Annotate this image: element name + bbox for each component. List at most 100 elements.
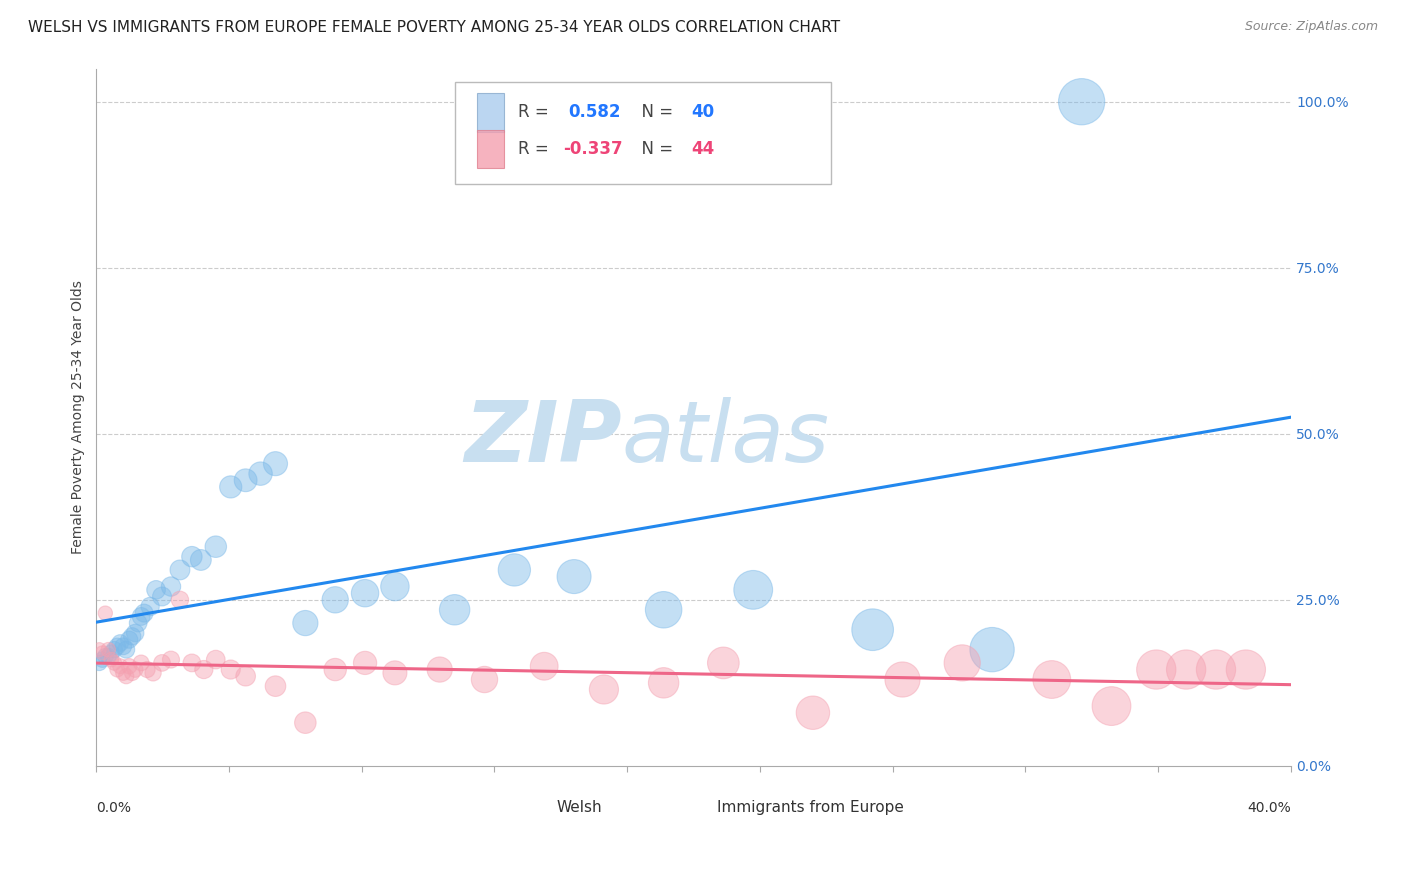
Point: [139, 599, 162, 614]
Point: [115, 642, 138, 657]
Point: [235, 669, 257, 683]
Text: R =: R =: [517, 140, 554, 158]
Text: 0.0%: 0.0%: [97, 801, 131, 814]
Point: [124, 626, 146, 640]
Point: [124, 663, 146, 677]
Point: [103, 656, 125, 670]
Point: [1070, 95, 1092, 109]
Point: [1234, 663, 1257, 677]
Point: [180, 656, 202, 670]
Text: -0.337: -0.337: [564, 140, 623, 158]
Text: N =: N =: [631, 140, 679, 158]
FancyBboxPatch shape: [454, 82, 831, 184]
Point: [180, 549, 202, 564]
Point: [100, 652, 122, 666]
Point: [533, 659, 555, 673]
Point: [110, 636, 132, 650]
Point: [169, 592, 191, 607]
Text: WELSH VS IMMIGRANTS FROM EUROPE FEMALE POVERTY AMONG 25-34 YEAR OLDS CORRELATION: WELSH VS IMMIGRANTS FROM EUROPE FEMALE P…: [28, 20, 841, 35]
Point: [219, 663, 242, 677]
Text: N =: N =: [631, 103, 679, 121]
Point: [129, 656, 152, 670]
Point: [474, 673, 496, 687]
Point: [1101, 699, 1123, 714]
Point: [136, 663, 159, 677]
Point: [384, 665, 406, 680]
Point: [115, 669, 138, 683]
Point: [150, 590, 173, 604]
Point: [354, 586, 377, 600]
Text: Immigrants from Europe: Immigrants from Europe: [717, 800, 904, 815]
FancyBboxPatch shape: [477, 94, 503, 132]
Point: [89, 656, 111, 670]
Point: [294, 616, 316, 631]
Point: [443, 603, 465, 617]
FancyBboxPatch shape: [675, 798, 709, 816]
Point: [112, 665, 135, 680]
Point: [354, 656, 377, 670]
Point: [121, 629, 143, 643]
Point: [264, 457, 287, 471]
Y-axis label: Female Poverty Among 25-34 Year Olds: Female Poverty Among 25-34 Year Olds: [72, 280, 86, 554]
Point: [204, 540, 226, 554]
Point: [160, 652, 183, 666]
Point: [97, 642, 120, 657]
Point: [89, 642, 111, 657]
Point: [94, 649, 117, 664]
Point: [429, 663, 451, 677]
Point: [264, 679, 287, 693]
Text: R =: R =: [517, 103, 560, 121]
Point: [118, 632, 141, 647]
Point: [801, 706, 824, 720]
Point: [249, 467, 271, 481]
Point: [323, 663, 346, 677]
Text: 40: 40: [692, 103, 714, 121]
Point: [742, 582, 765, 597]
Point: [118, 659, 141, 673]
Point: [323, 592, 346, 607]
Point: [190, 553, 212, 567]
Point: [1040, 673, 1063, 687]
Point: [145, 582, 167, 597]
Text: 40.0%: 40.0%: [1247, 801, 1291, 814]
Point: [134, 606, 156, 620]
Point: [1205, 663, 1227, 677]
Point: [235, 473, 257, 487]
FancyBboxPatch shape: [515, 798, 548, 816]
Text: Source: ZipAtlas.com: Source: ZipAtlas.com: [1244, 20, 1378, 33]
Point: [105, 663, 128, 677]
Point: [652, 603, 675, 617]
FancyBboxPatch shape: [477, 129, 503, 168]
Point: [593, 682, 616, 697]
Point: [652, 676, 675, 690]
Point: [294, 715, 316, 730]
Point: [219, 480, 242, 494]
Point: [127, 616, 149, 631]
Point: [105, 640, 128, 654]
Text: atlas: atlas: [621, 397, 830, 480]
Point: [862, 623, 884, 637]
Point: [97, 649, 120, 664]
Text: 0.582: 0.582: [568, 103, 620, 121]
Point: [142, 665, 165, 680]
Point: [129, 609, 152, 624]
Point: [160, 580, 183, 594]
Point: [562, 569, 585, 583]
Point: [193, 663, 215, 677]
Point: [204, 652, 226, 666]
Point: [169, 563, 191, 577]
Point: [384, 580, 406, 594]
Point: [103, 642, 125, 657]
Point: [121, 665, 143, 680]
Text: ZIP: ZIP: [464, 397, 621, 480]
Point: [94, 606, 117, 620]
Point: [950, 656, 973, 670]
Point: [711, 656, 734, 670]
Point: [150, 656, 173, 670]
Point: [981, 642, 1004, 657]
Point: [91, 652, 114, 666]
Point: [91, 646, 114, 660]
Point: [1144, 663, 1167, 677]
Point: [1175, 663, 1198, 677]
Text: Welsh: Welsh: [557, 800, 602, 815]
